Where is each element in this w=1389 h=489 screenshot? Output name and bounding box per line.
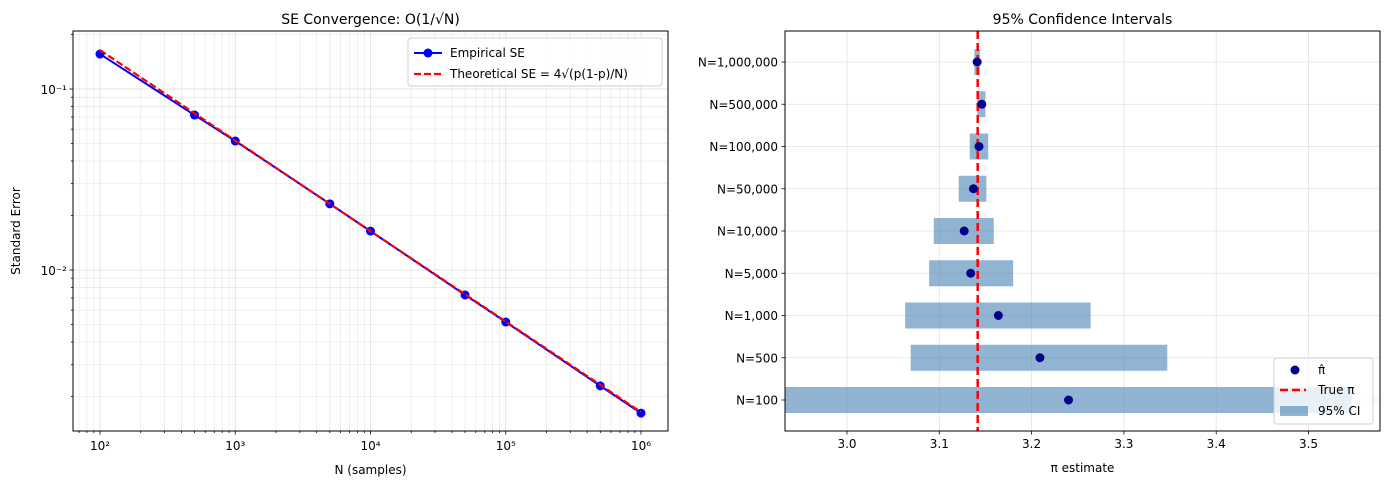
pi-estimate-marker — [968, 184, 978, 194]
pi-estimate-marker — [959, 226, 969, 236]
y-tick-label: N=1,000 — [725, 309, 778, 323]
y-tick-label: N=5,000 — [725, 267, 778, 281]
x-tick-label: 3.0 — [837, 437, 856, 451]
legend-ci-label: 95% CI — [1318, 404, 1360, 418]
pi-estimate-marker — [1064, 395, 1074, 405]
right-legend: π̂ True π 95% CI — [1273, 357, 1374, 425]
x-tick-label: 10³ — [225, 439, 245, 453]
y-tick-label: N=100 — [736, 394, 778, 408]
legend-true-pi-label: True π — [1317, 383, 1355, 397]
y-tick-label: N=50,000 — [717, 182, 778, 196]
x-tick-label: 3.1 — [930, 437, 949, 451]
empirical-se-marker — [636, 408, 646, 418]
left-legend: Empirical SE Theoretical SE = 4√(p(1-p)/N… — [407, 37, 663, 87]
y-tick-label: N=100,000 — [709, 140, 778, 154]
pi-estimate-marker — [966, 268, 976, 278]
x-tick-label: 10⁶ — [631, 439, 651, 453]
left-chart-title: SE Convergence: O(1/√N) — [281, 12, 460, 28]
y-tick-label: N=500 — [736, 351, 778, 365]
left-chart: 10² 10³ 10⁴ 10⁵ 10⁶ 10⁻¹ 10⁻² SE Convergence: O… — [9, 12, 669, 477]
pi-estimate-marker — [972, 57, 982, 67]
pi-estimate-marker — [1035, 353, 1045, 363]
right-chart-title: 95% Confidence Intervals — [993, 12, 1173, 28]
y-tick-label: 10⁻¹ — [41, 83, 68, 97]
right-chart: 3.0 3.1 3.2 3.3 3.4 3.5 N=100 N=500 N=1,000 N=5,0… — [698, 12, 1381, 475]
x-tick-label: 3.5 — [1299, 437, 1318, 451]
x-tick-label: 10² — [90, 439, 110, 453]
legend-empirical-label: Empirical SE — [450, 46, 525, 60]
left-y-axis-label: Standard Error — [9, 187, 23, 275]
y-tick-label: N=1,000,000 — [698, 56, 778, 70]
x-tick-label: 10⁵ — [496, 439, 516, 453]
x-tick-label: 10⁴ — [360, 439, 380, 453]
pi-estimate-marker — [977, 99, 987, 109]
x-tick-label: 3.3 — [1114, 437, 1133, 451]
y-tick-label: N=500,000 — [709, 98, 778, 112]
pi-estimate-marker — [993, 311, 1003, 320]
y-tick-label: N=10,000 — [717, 225, 778, 239]
x-tick-label: 3.4 — [1207, 437, 1226, 451]
right-x-axis-label: π estimate — [1051, 461, 1115, 475]
left-x-axis-label: N (samples) — [334, 463, 406, 477]
y-tick-label: 10⁻² — [41, 264, 68, 278]
legend-estimate-label: π̂ — [1318, 363, 1325, 377]
legend-theoretical-label: Theoretical SE = 4√(p(1-p)/N) — [449, 67, 628, 81]
x-tick-label: 3.2 — [1022, 437, 1041, 451]
pi-estimate-marker — [974, 142, 984, 151]
theoretical-se-line — [99, 49, 642, 414]
